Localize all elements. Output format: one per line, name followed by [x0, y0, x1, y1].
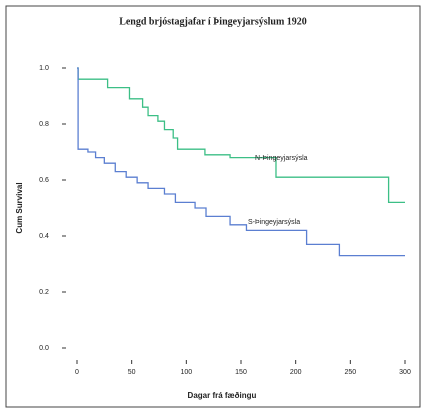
y-tick-label: 0.2: [39, 289, 49, 296]
y-tick-label: 0.0: [39, 345, 49, 352]
x-tick-label: 200: [290, 369, 302, 376]
x-tick-label: 250: [344, 369, 356, 376]
x-tick-label: 150: [235, 369, 247, 376]
y-tick-label: 0.6: [39, 177, 49, 184]
frame: [5, 5, 421, 408]
x-tick-label: 50: [128, 369, 136, 376]
survival-line: [77, 67, 405, 257]
chart-title: Lengd brjóstagjafar í Þingeyjarsýslum 19…: [119, 16, 307, 27]
survival-line: [77, 67, 405, 204]
y-tick-label: 1.0: [39, 65, 49, 72]
y-axis-label: Cum Survival: [15, 182, 24, 233]
x-tick-label: 0: [75, 369, 79, 376]
x-tick-label: 300: [399, 369, 411, 376]
series-annotation: N-Þingeyjarsýsla: [255, 155, 308, 162]
x-tick-label: 100: [180, 369, 192, 376]
y-tick-label: 0.8: [39, 121, 49, 128]
series-annotation: S-Þingeyjarsýsla: [248, 219, 300, 226]
y-tick-label: 0.4: [39, 233, 49, 240]
x-axis-label: Dagar frá fæðingu: [188, 391, 257, 400]
